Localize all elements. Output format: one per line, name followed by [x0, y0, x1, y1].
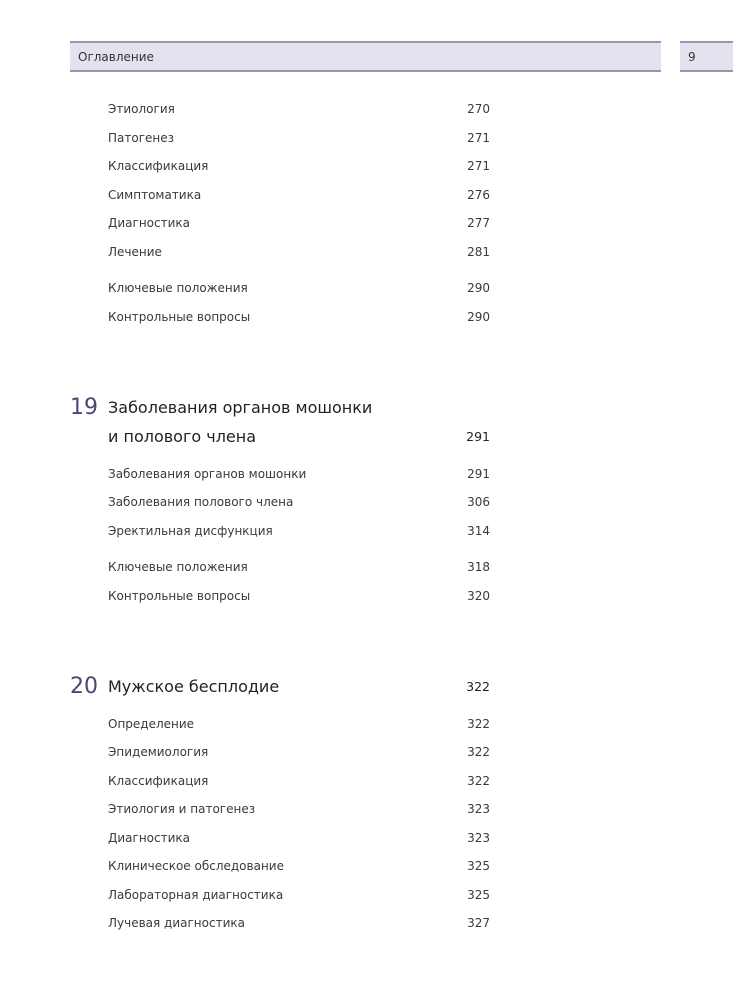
toc-entry-label: Контрольные вопросы: [108, 310, 251, 324]
chapter-number: 19: [70, 395, 98, 420]
toc-entry-page: 323: [467, 802, 490, 816]
toc-entry[interactable]: Лечение 281: [108, 244, 490, 260]
toc-entry[interactable]: Классификация 322: [108, 773, 490, 789]
toc-entry[interactable]: Клиническое обследование 325: [108, 858, 490, 874]
toc-entry-label: Патогенез: [108, 131, 175, 145]
page-number-box: 9: [680, 41, 733, 72]
chapter-page: 322: [466, 679, 490, 694]
page-number: 9: [688, 50, 696, 64]
toc-entry[interactable]: Определение 322: [108, 716, 490, 732]
toc-entry-page: 318: [467, 560, 490, 574]
toc-entry-label: Эректильная дисфункция: [108, 524, 273, 538]
toc-entry-label: Эпидемиология: [108, 745, 209, 759]
toc-entry[interactable]: Лабораторная диагностика 325: [108, 887, 490, 903]
toc-entry-page: 270: [467, 102, 490, 116]
header-title: Оглавление: [78, 50, 154, 64]
toc-entry-page: 322: [467, 774, 490, 788]
toc-entry[interactable]: Классификация 271: [108, 158, 490, 174]
toc-entry-page: 322: [467, 745, 490, 759]
running-header: Оглавление: [70, 41, 661, 72]
toc-entry-page: 327: [467, 916, 490, 930]
toc-entry[interactable]: Этиология и патогенез 323: [108, 801, 490, 817]
toc-entry[interactable]: Ключевые положения 318: [108, 559, 490, 575]
chapter-page: 291: [466, 429, 490, 444]
toc-entry-label: Ключевые положения: [108, 560, 248, 574]
toc-entry-label: Лабораторная диагностика: [108, 888, 284, 902]
toc-entry-page: 290: [467, 310, 490, 324]
toc-entry-page: 314: [467, 524, 490, 538]
toc-entry-label: Заболевания органов мошонки: [108, 467, 307, 481]
toc-entry-page: 271: [467, 131, 490, 145]
toc-entry-label: Лучевая диагностика: [108, 916, 245, 930]
toc-entry-page: 322: [467, 717, 490, 731]
toc-entry[interactable]: Контрольные вопросы 320: [108, 588, 490, 604]
toc-entry[interactable]: Диагностика 323: [108, 830, 490, 846]
toc-entry-label: Заболевания полового члена: [108, 495, 294, 509]
toc-entry-label: Классификация: [108, 159, 209, 173]
toc-entry-label: Определение: [108, 717, 195, 731]
toc-entry-page: 271: [467, 159, 490, 173]
toc-entry-label: Симптоматика: [108, 188, 202, 202]
toc-entry-label: Лечение: [108, 245, 162, 259]
toc-entry-page: 276: [467, 188, 490, 202]
toc-entry[interactable]: Контрольные вопросы 290: [108, 309, 490, 325]
toc-entry[interactable]: Патогенез 271: [108, 130, 490, 146]
chapter-title: Заболевания органов мошонки: [108, 398, 373, 417]
toc-entry-label: Ключевые положения: [108, 281, 248, 295]
toc-entry-page: 281: [467, 245, 490, 259]
toc-entry[interactable]: Симптоматика 276: [108, 187, 490, 203]
toc-entry-label: Клиническое обследование: [108, 859, 284, 873]
toc-entry-page: 320: [467, 589, 490, 603]
toc-entry[interactable]: Эректильная дисфункция 314: [108, 523, 490, 539]
toc-entry-label: Диагностика: [108, 831, 191, 845]
chapter-title-line2: и полового члена 291: [108, 426, 490, 448]
toc-entry[interactable]: Ключевые положения 290: [108, 280, 490, 296]
toc-entry-label: Классификация: [108, 774, 209, 788]
toc-entry-label: Этиология: [108, 102, 175, 116]
toc-entry-page: 291: [467, 467, 490, 481]
chapter-number: 20: [70, 674, 98, 699]
toc-entry[interactable]: Диагностика 277: [108, 215, 490, 231]
toc-entry-page: 290: [467, 281, 490, 295]
toc-entry[interactable]: Заболевания полового члена 306: [108, 494, 490, 510]
chapter-title: Мужское бесплодие 322: [108, 676, 490, 698]
toc-entry-label: Этиология и патогенез: [108, 802, 256, 816]
toc-entry[interactable]: Этиология 270: [108, 101, 490, 117]
toc-entry-page: 325: [467, 859, 490, 873]
toc-entry-page: 277: [467, 216, 490, 230]
toc-entry-label: Контрольные вопросы: [108, 589, 251, 603]
toc-entry-page: 306: [467, 495, 490, 509]
toc-entry-page: 325: [467, 888, 490, 902]
chapter-title-text: и полового члена: [108, 427, 257, 446]
chapter-title-text: Мужское бесплодие: [108, 677, 280, 696]
toc-entry[interactable]: Заболевания органов мошонки 291: [108, 466, 490, 482]
toc-entry[interactable]: Лучевая диагностика 327: [108, 915, 490, 931]
toc-entry-label: Диагностика: [108, 216, 191, 230]
toc-entry-page: 323: [467, 831, 490, 845]
toc-entry[interactable]: Эпидемиология 322: [108, 744, 490, 760]
